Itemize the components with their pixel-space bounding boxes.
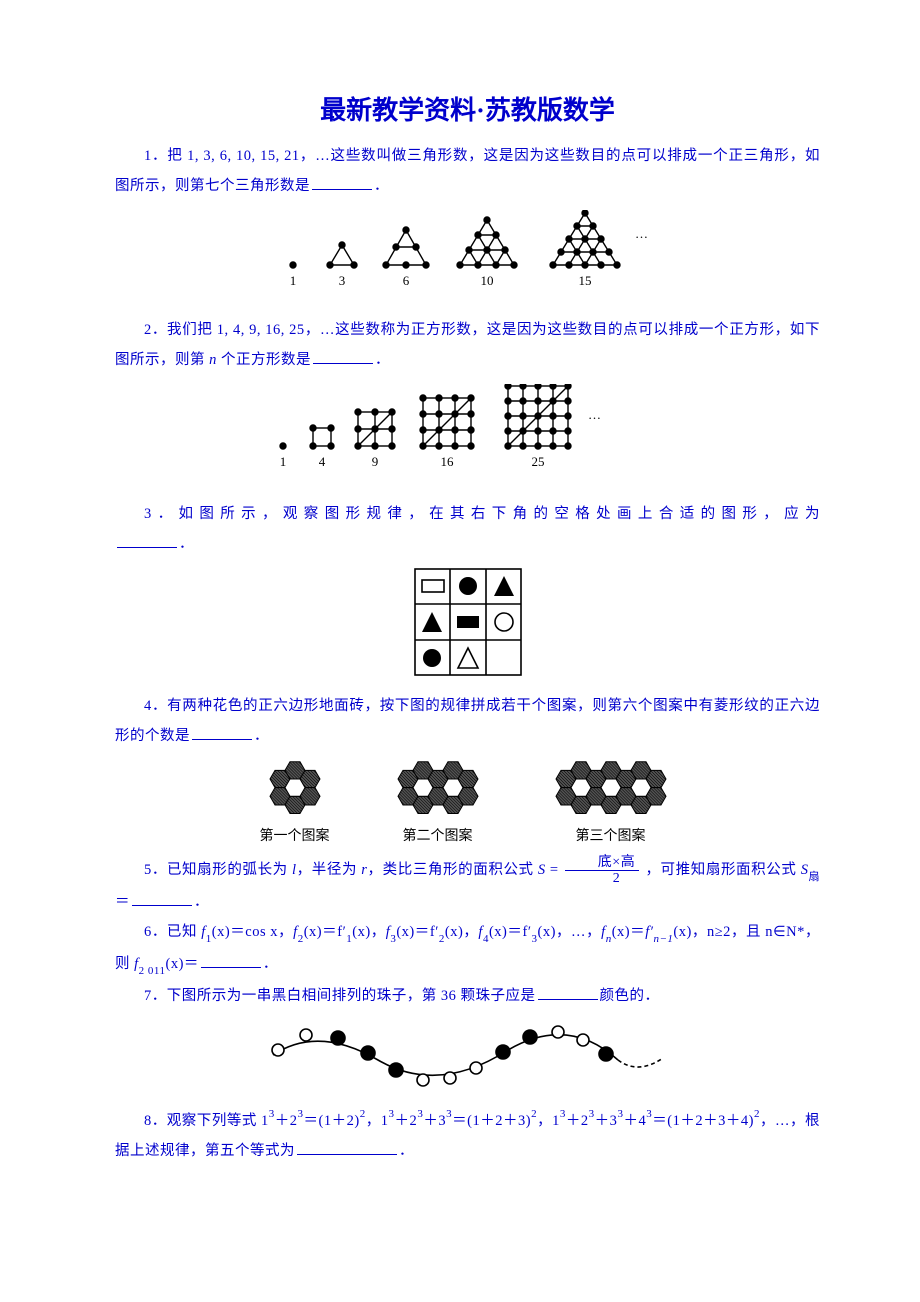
q4-cap-0: 第一个图案 (250, 825, 340, 845)
q1-blank (312, 175, 372, 191)
svg-text:4: 4 (318, 454, 325, 469)
q3-figure (115, 568, 820, 681)
q5-formula: 底×高2 (565, 855, 639, 887)
question-6: 6．已知 f1(x)＝cos x，f2(x)＝f′1(x)，f3(x)＝f′2(… (115, 917, 820, 981)
q1-lbl-0: 1 (289, 273, 296, 288)
q4-cap-2: 第三个图案 (536, 825, 686, 845)
hex-pattern-2 (378, 760, 498, 816)
q1-lbl-1: 3 (338, 273, 345, 288)
svg-text:16: 16 (440, 454, 454, 469)
q6-blank (201, 953, 261, 969)
question-1: 1．把 1, 3, 6, 10, 15, 21，…这些数叫做三角形数，这是因为这… (115, 141, 820, 202)
q2-figure: … 1 4 9 16 25 (115, 384, 820, 489)
question-5: 5．已知扇形的弧长为 l，半径为 r，类比三角形的面积公式 S = 底×高2 ，… (115, 855, 820, 918)
question-4: 4．有两种花色的正六边形地面砖，按下图的规律拼成若干个图案，则第六个图案中有菱形… (115, 691, 820, 752)
q2-ellipsis: … (588, 407, 601, 422)
q5-blank (132, 890, 192, 906)
svg-text:9: 9 (371, 454, 378, 469)
q1-lbl-4: 15 (578, 273, 591, 288)
q7-blank (538, 985, 598, 1001)
question-3b: ． (115, 529, 820, 559)
svg-text:1: 1 (279, 454, 286, 469)
q4-text-b: ． (254, 728, 269, 744)
page-title: 最新教学资料·苏教版数学 (115, 90, 820, 127)
q1-text-a: 1．把 1, 3, 6, 10, 15, 21，…这些数叫做三角形数，这是因为这… (115, 148, 820, 194)
question-7: 7．下图所示为一串黑白相间排列的珠子，第 36 颗珠子应是颜色的． (115, 981, 820, 1011)
hex-pattern-1 (250, 760, 340, 816)
q1-ellipsis: … (635, 226, 648, 241)
q3-text-a: 3．如图所示，观察图形规律，在其右下角的空格处画上合适的图形，应为 (144, 506, 820, 522)
question-3: 3．如图所示，观察图形规律，在其右下角的空格处画上合适的图形，应为 (115, 499, 820, 529)
q1-text-b: ． (374, 178, 389, 194)
q1-lbl-3: 10 (480, 273, 493, 288)
q1-lbl-2: 6 (402, 273, 409, 288)
q3-text-b: ． (179, 536, 194, 552)
q8-blank (297, 1139, 397, 1155)
q4-cap-1: 第二个图案 (378, 825, 498, 845)
svg-text:25: 25 (531, 454, 544, 469)
q3-blank (117, 533, 177, 549)
q1-figure: … 1 3 6 10 15 (115, 210, 820, 305)
hex-pattern-3 (536, 760, 686, 816)
question-2: 2．我们把 1, 4, 9, 16, 25，…这些数称为正方形数，这是因为这些数… (115, 315, 820, 376)
q2-n: n (209, 352, 217, 368)
q2-text-c: ． (375, 352, 390, 368)
q4-figure: 第一个图案 第二个图案 (115, 760, 820, 845)
q2-blank (313, 349, 373, 365)
q7-figure (115, 1020, 820, 1095)
question-8: 8．观察下列等式 13＋23＝(1＋2)2，13＋23＋33＝(1＋2＋3)2，… (115, 1105, 820, 1167)
q4-blank (192, 725, 252, 741)
q2-text-b: 个正方形数是 (217, 352, 311, 368)
